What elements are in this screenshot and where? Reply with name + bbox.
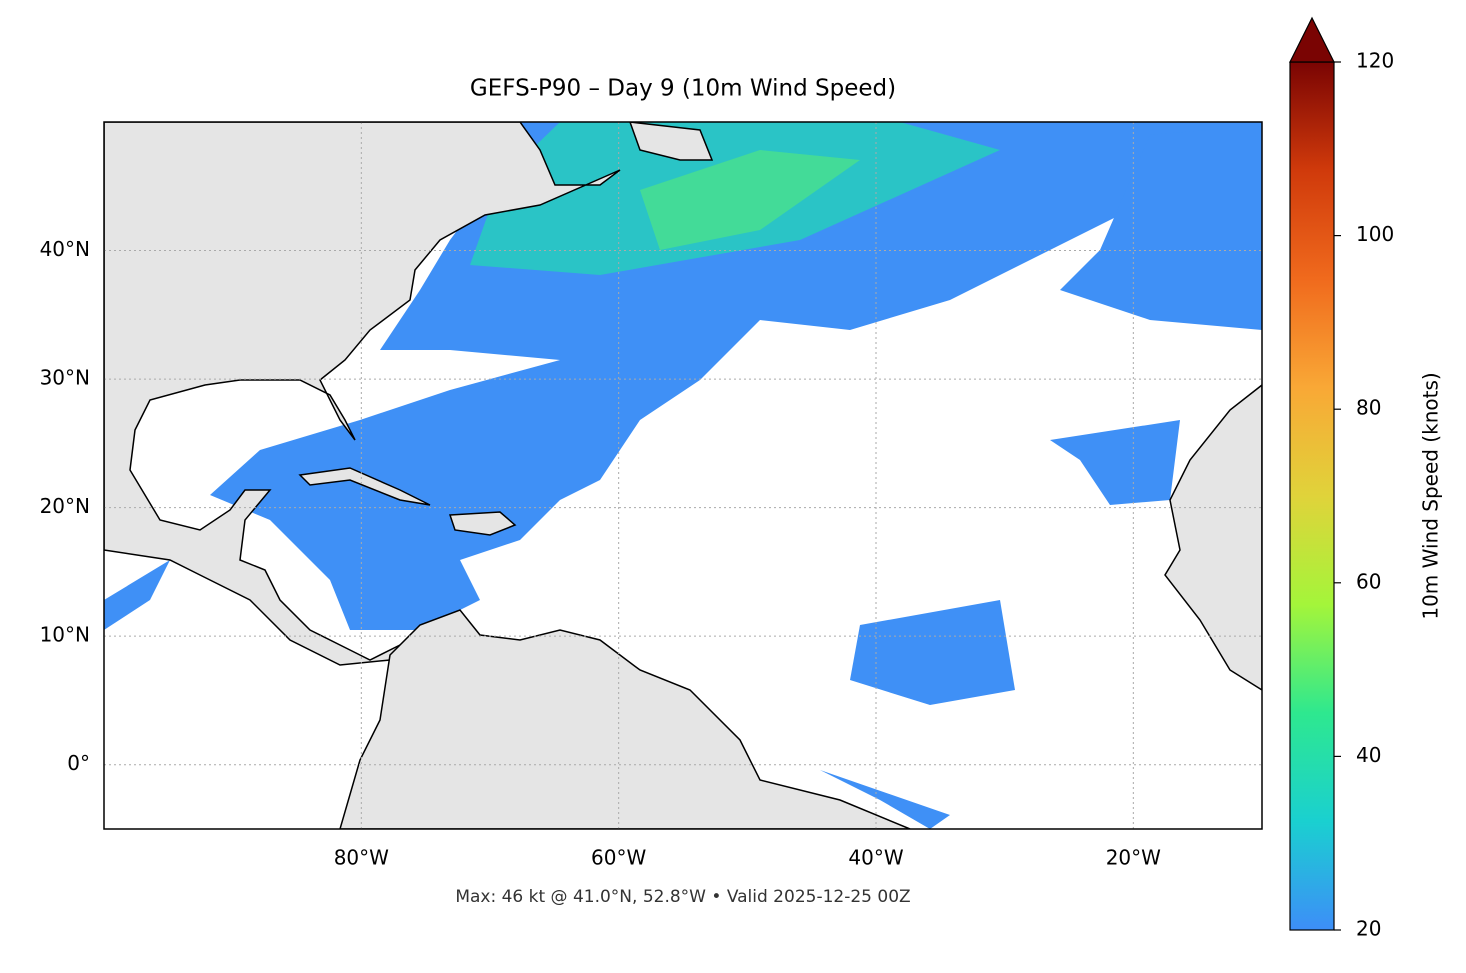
south-america	[339, 609, 911, 829]
y-tick-label: 10°N	[40, 623, 90, 647]
wind-area	[1060, 125, 1262, 330]
wind-area	[1050, 420, 1180, 505]
y-tick-label: 40°N	[40, 237, 90, 261]
wind-area	[850, 600, 1015, 705]
colorbar-tick-label: 40	[1356, 743, 1381, 767]
colorbar-label: 10m Wind Speed (knots)	[1419, 372, 1443, 619]
colorbar-tick-label: 80	[1356, 396, 1381, 420]
africa	[1164, 384, 1262, 691]
wind-area	[210, 122, 1262, 630]
grid	[104, 122, 1262, 829]
colorbar-tick-label: 120	[1356, 49, 1394, 73]
map-frame	[103, 121, 1263, 830]
cuba	[298, 467, 431, 506]
axes: 80°W 60°W 40°W 20°W 0° 10°N 20°N 30°N 40°N	[40, 237, 1162, 869]
annotation: Max: 46 kt @ 41.0°N, 52.8°W • Valid 2025…	[455, 887, 910, 907]
colorbar-extension	[1289, 16, 1335, 63]
x-tick-label: 40°W	[848, 846, 903, 870]
y-tick-label: 20°N	[40, 494, 90, 518]
colorbar-tick-label: 60	[1356, 569, 1381, 593]
x-tick-label: 60°W	[591, 846, 646, 870]
wind-field	[104, 122, 1262, 829]
newfoundland	[629, 122, 714, 161]
colorbar-tick-label: 20	[1356, 917, 1381, 941]
x-tick-label: 80°W	[334, 846, 389, 870]
wind-area	[820, 770, 950, 829]
x-tick-label: 20°W	[1106, 846, 1161, 870]
colorbar-tick-label: 100	[1356, 222, 1394, 246]
y-tick-label: 0°	[67, 751, 90, 775]
wind-area	[640, 150, 860, 250]
hispaniola	[448, 511, 517, 536]
colorbar-scale	[1289, 61, 1335, 931]
land	[104, 122, 1262, 829]
wind-area	[104, 560, 170, 630]
y-tick-label: 30°N	[40, 366, 90, 390]
colorbar: 20 40 60 80 100 120	[1289, 16, 1394, 941]
chart-title: GEFS-P90 – Day 9 (10m Wind Speed)	[470, 76, 896, 102]
map	[104, 122, 1262, 829]
